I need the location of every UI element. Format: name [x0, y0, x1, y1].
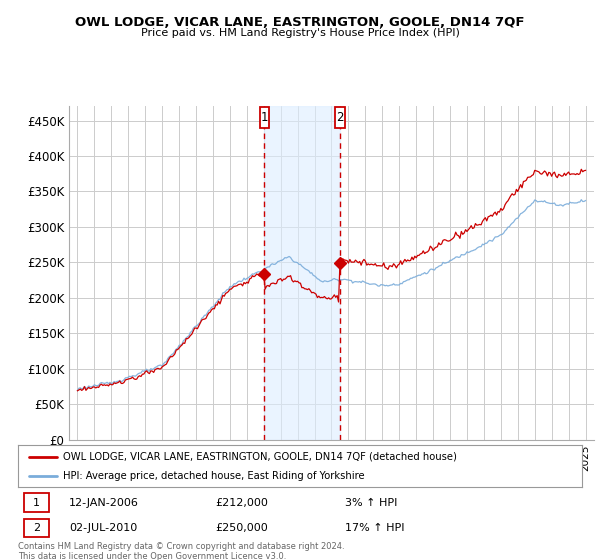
Text: 2: 2 — [33, 523, 40, 533]
Text: 17% ↑ HPI: 17% ↑ HPI — [345, 523, 404, 533]
Text: £250,000: £250,000 — [215, 523, 268, 533]
Text: Contains HM Land Registry data © Crown copyright and database right 2024.
This d: Contains HM Land Registry data © Crown c… — [18, 542, 344, 560]
Text: 2: 2 — [336, 111, 344, 124]
FancyBboxPatch shape — [23, 493, 49, 512]
Text: OWL LODGE, VICAR LANE, EASTRINGTON, GOOLE, DN14 7QF (detached house): OWL LODGE, VICAR LANE, EASTRINGTON, GOOL… — [63, 451, 457, 461]
Text: 12-JAN-2006: 12-JAN-2006 — [69, 498, 139, 508]
FancyBboxPatch shape — [335, 108, 344, 128]
Text: 1: 1 — [33, 498, 40, 508]
Text: HPI: Average price, detached house, East Riding of Yorkshire: HPI: Average price, detached house, East… — [63, 471, 365, 481]
Text: OWL LODGE, VICAR LANE, EASTRINGTON, GOOLE, DN14 7QF: OWL LODGE, VICAR LANE, EASTRINGTON, GOOL… — [75, 16, 525, 29]
Text: 3% ↑ HPI: 3% ↑ HPI — [345, 498, 397, 508]
Bar — [265, 106, 340, 440]
Text: 02-JUL-2010: 02-JUL-2010 — [69, 523, 137, 533]
Text: £212,000: £212,000 — [215, 498, 268, 508]
FancyBboxPatch shape — [260, 108, 269, 128]
Text: Price paid vs. HM Land Registry's House Price Index (HPI): Price paid vs. HM Land Registry's House … — [140, 28, 460, 38]
Text: 1: 1 — [260, 111, 268, 124]
FancyBboxPatch shape — [23, 519, 49, 537]
